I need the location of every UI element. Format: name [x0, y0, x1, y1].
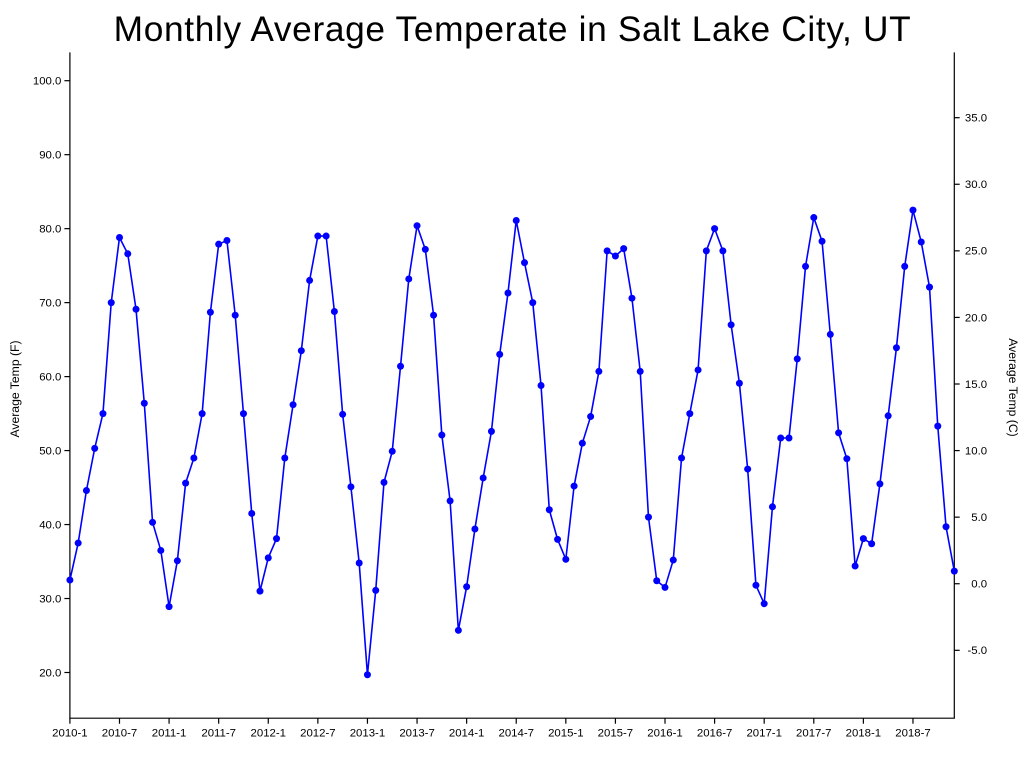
svg-text:2011-1: 2011-1	[152, 728, 187, 740]
svg-text:50.0: 50.0	[39, 445, 61, 457]
svg-text:2018-1: 2018-1	[846, 728, 881, 740]
svg-text:-5.0: -5.0	[967, 645, 987, 657]
svg-text:30.0: 30.0	[39, 593, 61, 605]
svg-text:30.0: 30.0	[965, 179, 987, 191]
svg-text:2010-7: 2010-7	[102, 728, 137, 740]
svg-text:10.0: 10.0	[965, 445, 987, 457]
svg-text:70.0: 70.0	[39, 298, 61, 310]
svg-text:5.0: 5.0	[971, 512, 987, 524]
svg-text:2018-7: 2018-7	[895, 728, 930, 740]
svg-text:20.0: 20.0	[965, 312, 987, 324]
svg-text:2012-1: 2012-1	[251, 728, 286, 740]
svg-text:15.0: 15.0	[965, 379, 987, 391]
svg-text:35.0: 35.0	[965, 113, 987, 125]
svg-text:2013-1: 2013-1	[350, 728, 385, 740]
svg-text:Average Temp (F): Average Temp (F)	[8, 340, 22, 437]
svg-text:2014-7: 2014-7	[498, 728, 533, 740]
svg-text:80.0: 80.0	[39, 224, 61, 236]
svg-text:2014-1: 2014-1	[449, 728, 484, 740]
svg-text:60.0: 60.0	[39, 372, 61, 384]
svg-text:2017-7: 2017-7	[796, 728, 831, 740]
svg-text:40.0: 40.0	[39, 519, 61, 531]
svg-text:Monthly Average Temperate in S: Monthly Average Temperate in Salt Lake C…	[114, 10, 912, 49]
svg-text:2015-1: 2015-1	[548, 728, 583, 740]
svg-text:25.0: 25.0	[965, 246, 987, 258]
svg-text:90.0: 90.0	[39, 150, 61, 162]
svg-text:2017-1: 2017-1	[746, 728, 781, 740]
svg-text:2016-1: 2016-1	[647, 728, 682, 740]
svg-text:2012-7: 2012-7	[300, 728, 335, 740]
svg-text:2010-1: 2010-1	[52, 728, 87, 740]
svg-text:2015-7: 2015-7	[598, 728, 633, 740]
svg-text:0.0: 0.0	[971, 579, 987, 591]
svg-text:20.0: 20.0	[39, 667, 61, 679]
svg-text:2011-7: 2011-7	[201, 728, 236, 740]
svg-text:Average Temp (C): Average Temp (C)	[1006, 338, 1020, 436]
svg-text:100.0: 100.0	[33, 76, 62, 88]
svg-text:2016-7: 2016-7	[697, 728, 732, 740]
svg-text:2013-7: 2013-7	[399, 728, 434, 740]
